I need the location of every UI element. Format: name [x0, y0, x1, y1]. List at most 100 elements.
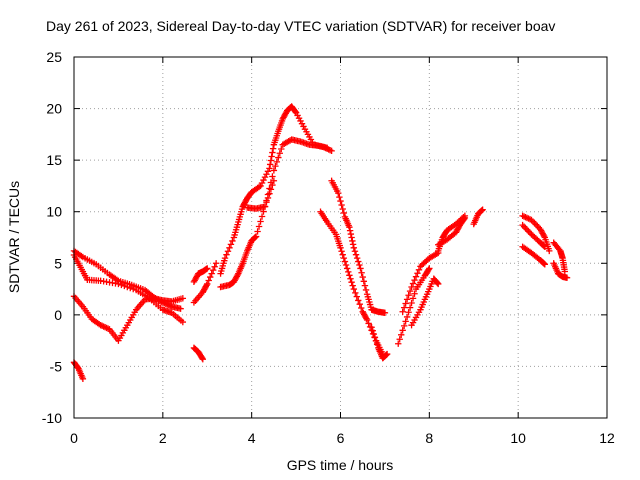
data-point: [345, 268, 352, 276]
data-point: [350, 244, 358, 252]
data-point: [534, 222, 541, 230]
series-arc-d: [70, 359, 87, 383]
data-point: [350, 285, 358, 293]
y-tick-label: 25: [46, 49, 62, 65]
data-point: [326, 146, 334, 154]
data-point: [335, 189, 342, 197]
data-point: [365, 320, 372, 327]
data-point: [252, 233, 259, 241]
series-arc-x: [550, 260, 571, 281]
data-point: [460, 215, 468, 223]
data-point: [363, 315, 370, 322]
series-arc-j: [244, 177, 278, 212]
data-point: [540, 232, 548, 240]
data-point: [255, 183, 263, 191]
data-point: [273, 158, 281, 166]
data-point: [351, 248, 359, 255]
data-point: [227, 241, 235, 248]
data-point: [396, 336, 403, 343]
y-axis-label: SDTVAR / TECUs: [6, 181, 22, 293]
data-point: [383, 350, 391, 358]
data-point: [370, 330, 378, 338]
data-point: [269, 145, 277, 152]
data-point: [263, 199, 270, 206]
data-point: [251, 234, 258, 242]
data-point: [540, 259, 547, 267]
data-point: [270, 177, 278, 184]
data-point: [349, 237, 356, 245]
data-point: [205, 277, 212, 284]
x-tick-label: 12: [599, 430, 615, 446]
data-point: [402, 318, 409, 325]
series-arc-w: [550, 239, 569, 275]
data-point: [531, 219, 538, 227]
data-point: [525, 215, 532, 222]
data-point: [363, 316, 371, 324]
data-point: [362, 286, 370, 294]
data-point: [519, 221, 526, 229]
data-point: [395, 340, 402, 347]
data-point: [352, 289, 359, 297]
data-point: [399, 308, 406, 315]
data-point: [408, 283, 415, 291]
series-arc-k: [317, 208, 386, 358]
x-tick-label: 6: [337, 430, 345, 446]
data-point: [409, 280, 417, 287]
data-point: [371, 334, 379, 341]
data-point: [258, 179, 266, 187]
data-point: [519, 212, 526, 220]
data-point: [323, 145, 331, 152]
data-points: [70, 103, 571, 383]
series-arc-s: [470, 206, 486, 228]
data-point: [98, 322, 106, 330]
data-point: [127, 284, 134, 292]
data-point: [425, 266, 432, 273]
data-point: [338, 201, 345, 209]
data-point: [258, 213, 266, 220]
data-point: [381, 309, 389, 316]
series-arc-o: [399, 249, 442, 315]
data-point: [204, 265, 211, 272]
data-point: [477, 207, 485, 215]
data-point: [179, 318, 187, 326]
series-arc-v: [519, 243, 549, 268]
data-point: [406, 287, 414, 295]
data-point: [338, 248, 345, 255]
data-point: [103, 324, 110, 332]
data-point: [403, 313, 411, 321]
data-point: [353, 293, 360, 300]
data-point: [266, 190, 273, 197]
data-point: [260, 176, 267, 184]
data-point: [358, 304, 365, 312]
data-point: [269, 173, 276, 180]
data-point: [115, 280, 122, 288]
data-point: [321, 144, 328, 151]
data-point: [355, 258, 362, 265]
data-point: [409, 295, 417, 302]
x-tick-label: 4: [248, 430, 256, 446]
data-point: [411, 290, 418, 297]
data-point: [405, 309, 412, 316]
data-point: [118, 281, 125, 289]
data-point: [546, 247, 553, 255]
data-point: [269, 149, 276, 156]
data-point: [398, 331, 405, 338]
data-point: [348, 234, 355, 241]
data-point: [204, 280, 211, 288]
data-point: [270, 167, 278, 174]
plot-frame: [73, 56, 608, 419]
data-point: [343, 265, 351, 272]
data-point: [255, 223, 263, 230]
series-arc-f: [190, 260, 220, 306]
data-point: [264, 194, 272, 202]
data-point: [355, 297, 362, 304]
data-point: [356, 261, 363, 269]
data-point: [322, 144, 329, 152]
data-point: [400, 322, 408, 330]
data-point: [349, 241, 357, 248]
data-point: [369, 327, 376, 334]
data-point: [264, 168, 272, 175]
series-arc-m: [368, 324, 391, 362]
data-point: [358, 269, 365, 276]
data-point: [415, 266, 423, 274]
